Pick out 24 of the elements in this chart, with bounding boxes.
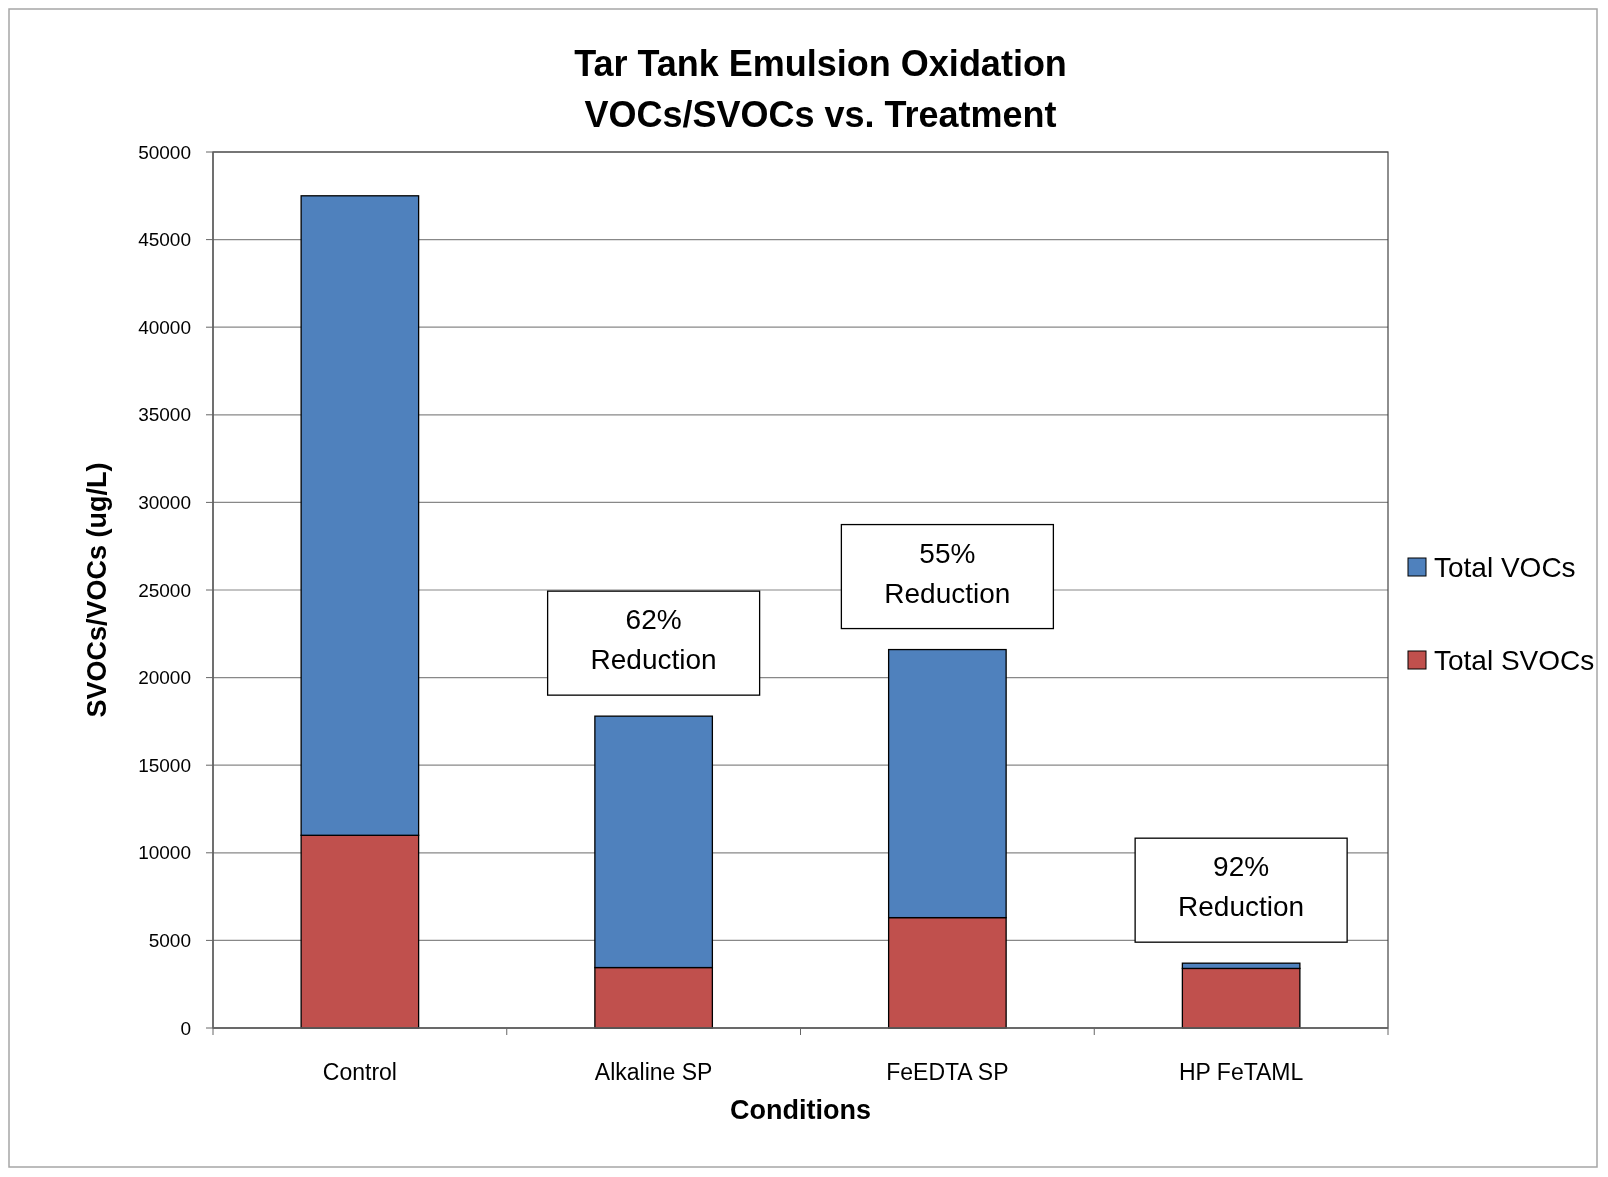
- x-tick-label: HP FeTAML: [1178, 1059, 1304, 1085]
- legend-label: Total SVOCs: [1434, 644, 1595, 676]
- y-tick-label: 25000: [138, 579, 191, 601]
- y-axis-title: SVOCs/VOCs (ug/L): [82, 462, 112, 718]
- annotation: 92% Reduction: [1178, 851, 1305, 923]
- y-tick-label: 50000: [138, 141, 191, 163]
- y-tick-label: 10000: [138, 842, 191, 864]
- annotation: 55% Reduction: [884, 537, 1011, 609]
- legend-label: Total VOCs: [1434, 551, 1576, 583]
- x-axis-title: Conditions: [730, 1095, 871, 1125]
- x-tick-label: Control: [322, 1059, 397, 1085]
- y-tick-label: 45000: [138, 229, 191, 251]
- annotation: 62% Reduction: [590, 604, 717, 676]
- x-tick-label: FeEDTA SP: [886, 1059, 1009, 1085]
- y-tick-label: 20000: [138, 667, 191, 689]
- y-tick-label: 0: [180, 1017, 191, 1039]
- chart-title: Tar Tank Emulsion Oxidation VOCs/SVOCs vs. Treatment: [574, 43, 1067, 135]
- x-tick-label: Alkaline SP: [594, 1059, 713, 1085]
- y-tick-label: 5000: [148, 930, 191, 952]
- y-tick-label: 40000: [138, 316, 191, 338]
- y-tick-label: 15000: [138, 754, 191, 776]
- y-tick-label: 30000: [138, 492, 191, 514]
- bar: [1181, 967, 1301, 1029]
- y-tick-label: 35000: [138, 404, 191, 426]
